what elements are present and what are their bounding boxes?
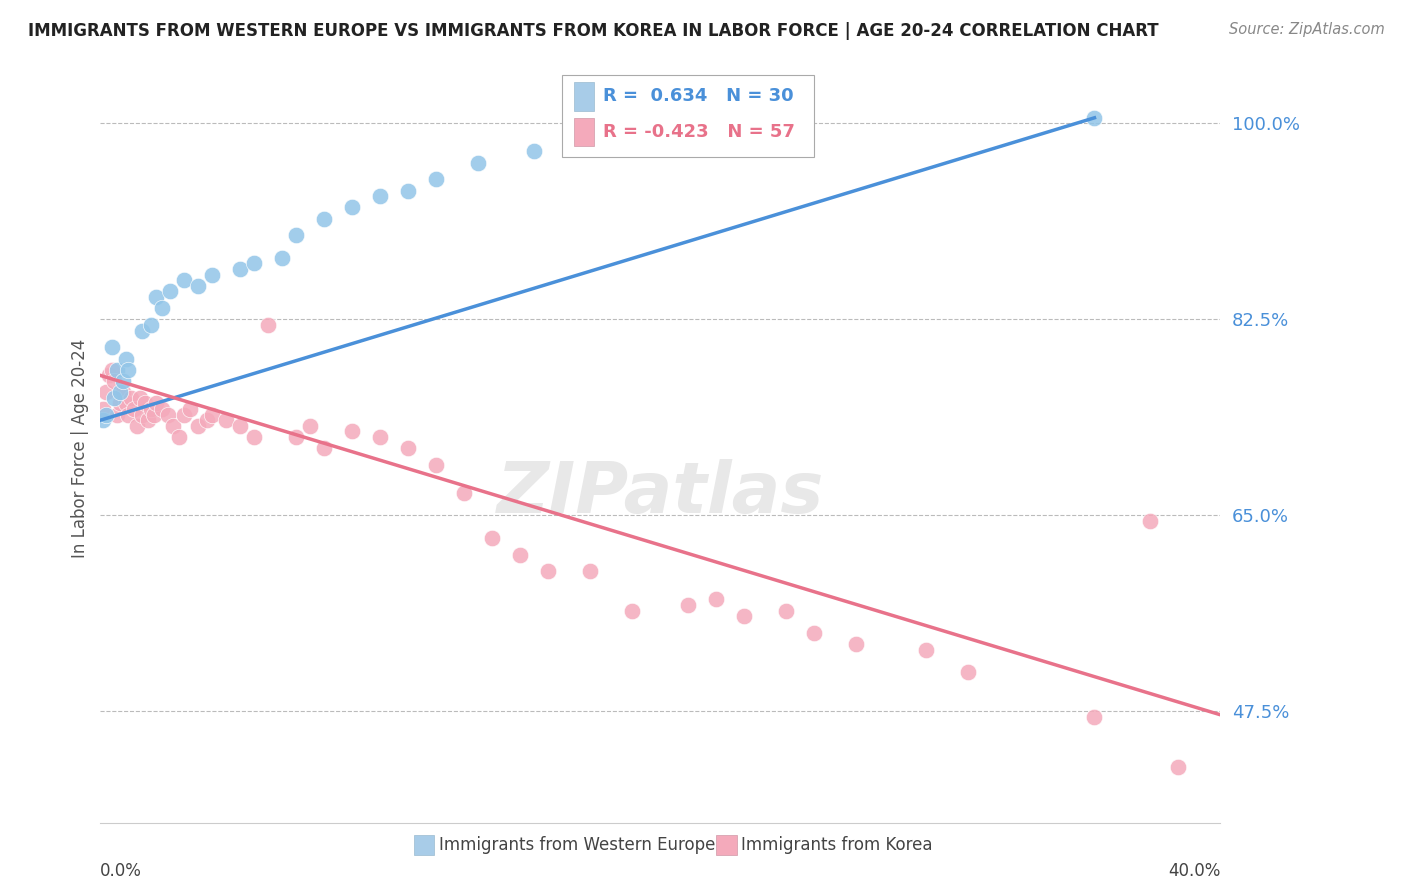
Point (103, 374, 125, 388)
Point (285, 430, 308, 444)
Point (342, 201, 364, 215)
Point (91, 402, 114, 417)
Point (111, 385, 134, 400)
Point (678, 128, 700, 142)
Point (145, 290, 167, 304)
Point (156, 408, 179, 422)
Text: 0.0%: 0.0% (100, 863, 142, 880)
Point (97, 368, 120, 383)
Point (122, 402, 145, 417)
Point (271, 251, 294, 265)
Point (1167, 760, 1189, 774)
Point (94, 408, 117, 422)
Point (678, 598, 700, 612)
Text: IMMIGRANTS FROM WESTERN EUROPE VS IMMIGRANTS FROM KOREA IN LABOR FORCE | AGE 20-: IMMIGRANTS FROM WESTERN EUROPE VS IMMIGR… (28, 22, 1159, 40)
Point (187, 278, 209, 293)
Text: ZIPatlas: ZIPatlas (496, 458, 824, 528)
Point (243, 256, 266, 270)
Point (370, 189, 392, 203)
Point (299, 418, 322, 433)
Point (173, 273, 195, 287)
Point (125, 418, 148, 433)
Point (285, 228, 308, 243)
Point (775, 604, 797, 618)
Point (150, 301, 173, 316)
Point (111, 374, 134, 388)
Point (803, 626, 825, 640)
Point (94, 385, 117, 400)
Point (201, 268, 224, 282)
Text: Immigrants from Western Europe: Immigrants from Western Europe (439, 836, 716, 854)
Point (100, 363, 122, 377)
Point (128, 391, 150, 405)
Point (195, 413, 218, 427)
Text: 40.0%: 40.0% (1168, 863, 1220, 880)
Point (314, 211, 336, 226)
Point (396, 184, 419, 198)
Point (229, 262, 252, 277)
Point (621, 604, 644, 618)
Y-axis label: In Labor Force | Age 20-24: In Labor Force | Age 20-24 (72, 339, 89, 558)
Point (957, 665, 980, 680)
Text: Immigrants from Korea: Immigrants from Korea (741, 836, 932, 854)
Point (370, 430, 392, 444)
Point (159, 285, 181, 299)
Point (150, 402, 173, 417)
Point (523, 145, 546, 159)
Point (108, 385, 131, 400)
Point (139, 402, 162, 417)
Point (537, 565, 560, 579)
Point (509, 548, 531, 562)
Point (103, 391, 125, 405)
Point (915, 643, 938, 657)
Point (243, 430, 266, 444)
Point (134, 396, 156, 410)
Point (342, 425, 364, 439)
Point (215, 413, 238, 427)
Text: R =  0.634   N = 30: R = 0.634 N = 30 (603, 87, 794, 105)
Point (733, 609, 755, 624)
Point (229, 418, 252, 433)
Point (105, 408, 128, 422)
Point (117, 408, 139, 422)
Point (105, 363, 128, 377)
Point (257, 318, 280, 332)
Point (481, 531, 503, 545)
Point (314, 441, 336, 455)
Point (114, 351, 136, 366)
Point (145, 396, 167, 410)
Point (845, 637, 868, 651)
Point (179, 402, 201, 417)
Point (167, 430, 190, 444)
Point (131, 408, 153, 422)
Point (425, 172, 447, 186)
Point (1083, 710, 1105, 724)
Point (142, 408, 165, 422)
Point (117, 363, 139, 377)
Point (114, 396, 136, 410)
Point (162, 418, 184, 433)
Point (706, 592, 728, 607)
Text: R = -0.423   N = 57: R = -0.423 N = 57 (603, 123, 796, 141)
Point (1083, 111, 1105, 125)
Point (425, 458, 447, 472)
Point (187, 418, 209, 433)
Point (579, 565, 602, 579)
Point (100, 340, 122, 354)
Point (91, 413, 114, 427)
Point (453, 486, 475, 500)
Point (120, 391, 142, 405)
Point (108, 396, 131, 410)
Point (136, 413, 159, 427)
Point (139, 318, 162, 332)
Point (1139, 514, 1161, 528)
Point (131, 324, 153, 338)
Point (396, 441, 419, 455)
Point (467, 155, 489, 169)
Point (173, 408, 195, 422)
Point (201, 408, 224, 422)
Text: Source: ZipAtlas.com: Source: ZipAtlas.com (1229, 22, 1385, 37)
